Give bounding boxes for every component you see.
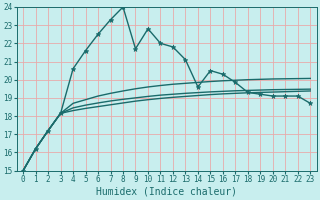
X-axis label: Humidex (Indice chaleur): Humidex (Indice chaleur) (96, 187, 237, 197)
